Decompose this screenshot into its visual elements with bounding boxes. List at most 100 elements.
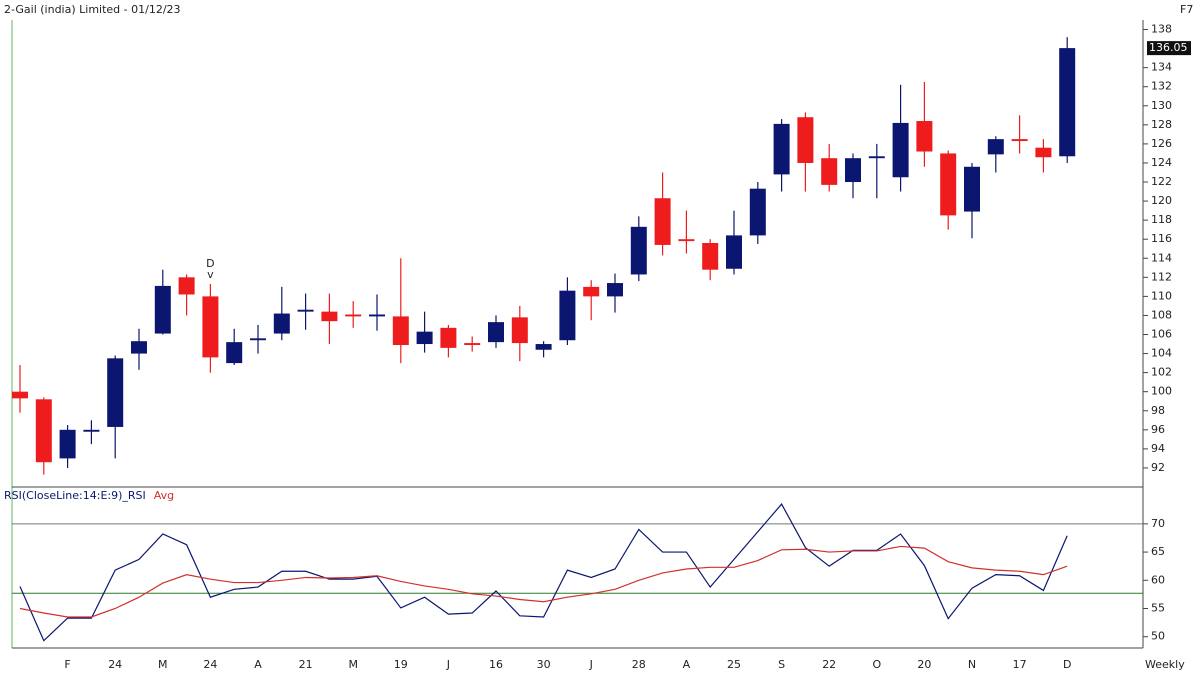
y-tick-label: 116: [1151, 232, 1172, 245]
candle-body: [559, 290, 576, 341]
candle-body: [250, 338, 266, 341]
y-tick-label: 108: [1151, 308, 1172, 321]
candle-body: [821, 158, 838, 185]
x-tick-label: 17: [1013, 658, 1027, 671]
candle-body: [630, 226, 647, 275]
x-tick-label: 20: [917, 658, 931, 671]
y-tick-label: 98: [1151, 404, 1165, 417]
candle-body: [916, 121, 933, 152]
candle-body: [131, 341, 147, 354]
y-tick-label: 120: [1151, 194, 1172, 207]
candle-body: [273, 313, 290, 334]
y-tick-label: 104: [1151, 347, 1172, 360]
candle-body: [892, 122, 909, 178]
last-price-box: [1147, 41, 1191, 56]
x-tick-label: S: [778, 658, 785, 671]
y-tick-label: 132: [1151, 80, 1172, 93]
x-tick-label: A: [254, 658, 262, 671]
corner-label: F7: [1180, 3, 1193, 16]
x-tick-label: M: [348, 658, 358, 671]
x-tick-label: 16: [489, 658, 503, 671]
y-tick-label: 100: [1151, 385, 1172, 398]
y-tick-label: 126: [1151, 137, 1172, 150]
y-tick-label: 138: [1151, 23, 1172, 36]
candle-body: [297, 309, 314, 312]
candle-body: [178, 277, 195, 295]
candle-body: [702, 243, 719, 270]
x-tick-label: F: [64, 658, 70, 671]
y-tick-label: 60: [1151, 573, 1165, 586]
x-tick-label: J: [446, 658, 450, 671]
x-tick-label: 25: [727, 658, 741, 671]
candle-body: [964, 166, 980, 212]
candle-body: [511, 317, 528, 344]
y-tick-label: 94: [1151, 442, 1165, 455]
candle-body: [345, 314, 362, 317]
y-tick-label: 92: [1151, 461, 1165, 474]
x-tick-label: 22: [822, 658, 836, 671]
y-tick-label: 70: [1151, 517, 1165, 530]
candle-body: [845, 158, 861, 183]
candle-body: [1035, 147, 1052, 158]
y-tick-label: 106: [1151, 328, 1172, 341]
candle-body: [535, 344, 552, 350]
x-tick-label: 24: [108, 658, 122, 671]
candle-body: [940, 153, 957, 216]
y-tick-label: 130: [1151, 99, 1172, 112]
x-axis-label: Weekly: [1145, 658, 1185, 671]
candle-body: [321, 311, 338, 322]
candle-body: [416, 331, 433, 345]
y-tick-label: 96: [1151, 423, 1165, 436]
x-tick-label: M: [158, 658, 168, 671]
y-tick-label: 124: [1151, 156, 1172, 169]
y-tick-label: 50: [1151, 630, 1165, 643]
candle-body: [654, 198, 671, 245]
last-price-label: 136.05: [1149, 41, 1188, 54]
y-tick-label: 65: [1151, 545, 1165, 558]
candle-body: [154, 285, 171, 334]
candle-body: [868, 156, 885, 159]
x-tick-label: 30: [537, 658, 551, 671]
x-tick-label: D: [1063, 658, 1071, 671]
y-tick-label: 110: [1151, 289, 1172, 302]
y-tick-label: 118: [1151, 213, 1172, 226]
x-tick-label: O: [872, 658, 881, 671]
candle-body: [1059, 48, 1076, 157]
y-tick-label: 55: [1151, 602, 1165, 615]
candle-body: [392, 316, 409, 345]
candle-body: [12, 391, 28, 399]
x-tick-label: 19: [394, 658, 408, 671]
candle-body: [83, 429, 100, 432]
candle-body: [1011, 139, 1028, 142]
y-tick-label: 102: [1151, 366, 1172, 379]
y-tick-label: 122: [1151, 175, 1172, 188]
candle-body: [773, 123, 790, 175]
x-tick-label: J: [589, 658, 593, 671]
y-tick-label: 114: [1151, 251, 1172, 264]
y-tick-label: 134: [1151, 61, 1172, 74]
candle-body: [59, 429, 76, 459]
candle-body: [678, 239, 695, 242]
annotation: D: [206, 257, 214, 270]
candle-body: [749, 188, 766, 236]
candle-body: [607, 283, 623, 297]
y-tick-label: 112: [1151, 270, 1172, 283]
candle-body: [726, 235, 742, 269]
candle-body: [202, 296, 219, 358]
legend-entry: RSI(CloseLine:14:E:9)_RSI: [4, 489, 146, 502]
candle-body: [464, 343, 481, 345]
annotation-marker: v: [207, 268, 214, 281]
candle-body: [226, 342, 243, 364]
candle-body: [107, 358, 124, 427]
rsi-line: [19, 503, 1068, 642]
candle-body: [797, 117, 814, 163]
candle-body: [369, 314, 385, 317]
x-tick-label: N: [968, 658, 976, 671]
rsi-line: [19, 545, 1068, 618]
candle-body: [583, 286, 600, 297]
x-tick-label: 24: [203, 658, 217, 671]
candle-body: [488, 322, 504, 343]
x-tick-label: 28: [632, 658, 646, 671]
y-tick-label: 128: [1151, 118, 1172, 131]
x-tick-label: A: [683, 658, 691, 671]
